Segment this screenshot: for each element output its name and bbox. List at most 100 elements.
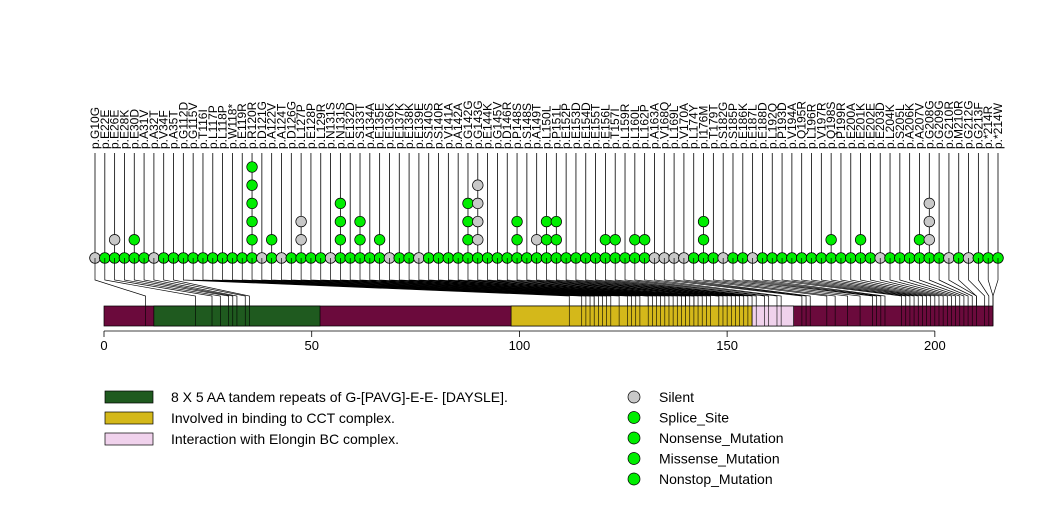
mutation-label: p.E136K (382, 103, 396, 149)
mutation-labels: p.G10Gp.E22Ep.E26Ep.E28Kp.E30Dp.A31Vp.A3… (88, 100, 1005, 149)
position-connector (585, 258, 745, 306)
mutation-label: p.A163A (647, 103, 661, 149)
mutation-marker (511, 234, 523, 246)
mutation-label: p.E28K (117, 110, 131, 149)
position-connector (281, 258, 620, 306)
mutation-label: p.A134A (363, 103, 377, 149)
mutation-label: p.E119R (235, 103, 249, 149)
mutation-label: p.E128P (304, 103, 318, 149)
domain-legend-label: 8 X 5 AA tandem repeats of G-[PAVG]-E-E-… (171, 389, 508, 405)
position-connector (968, 258, 986, 306)
mutation-label: p.E22E (98, 110, 112, 149)
mutation-label: p.G212G (962, 100, 976, 149)
mutation-marker (540, 234, 553, 246)
mutation-label: p.T179T (706, 104, 720, 149)
mutation-label: p.G10G (88, 107, 102, 149)
position-connector (173, 258, 250, 306)
position-connector (703, 258, 836, 306)
mutation-label: p.S148S (520, 103, 534, 149)
mutation-label: p.P151L (549, 104, 563, 149)
mutation-marker (825, 234, 837, 246)
mutation-label: p.G145V (490, 102, 504, 149)
mutation-label: p.E188D (755, 102, 769, 149)
position-connector (104, 258, 196, 306)
mutation-marker (246, 215, 258, 228)
position-connector (447, 258, 691, 306)
mutation-label: p.S140S (422, 103, 436, 149)
mutation-label: p.L174Y (687, 104, 701, 149)
position-connector (958, 258, 977, 306)
mutation-label: p.V168Q (657, 102, 671, 149)
mutation-label: p.*214R (981, 105, 995, 149)
position-connector (418, 258, 682, 306)
mutation-label: p.G209G (932, 100, 946, 149)
position-connector (526, 258, 720, 306)
mutation-label: p.E137K (392, 103, 406, 149)
mutation-label: p.L127P (294, 104, 308, 149)
mutation-marker (462, 234, 474, 246)
position-connector (722, 258, 861, 306)
mutation-label: p.Q195R (795, 101, 809, 149)
position-connector (438, 258, 686, 306)
mutation-label: p.G210R (942, 101, 956, 149)
mutation-label: p.E203D (873, 102, 887, 149)
position-connector (634, 258, 770, 306)
position-connector (820, 258, 923, 306)
domain-legend-swatch (104, 432, 154, 446)
mutation-label: p.E153D (569, 102, 583, 149)
mutation-label: p.E155T (589, 103, 603, 149)
position-connector (624, 258, 765, 306)
protein-domain (751, 305, 794, 327)
silent-marker (472, 234, 484, 246)
mutation-label: p.L169L (667, 105, 681, 149)
mutation-label: p.T116I (196, 109, 210, 149)
mutation-label: p.T157I (608, 108, 622, 149)
mutation-legend-marker (627, 411, 641, 424)
position-connector (644, 258, 778, 306)
mutation-label: p.V194A (785, 103, 799, 149)
position-connector (163, 258, 246, 306)
mutation-label: p.L159R (618, 103, 632, 149)
mutation-label: p.S182G (716, 102, 730, 149)
mutation-label: p.W118* (225, 104, 239, 149)
mutation-marker (462, 215, 474, 228)
position-connector (732, 258, 873, 306)
mutation-label: p.L204K (883, 104, 897, 149)
silent-marker (531, 234, 543, 246)
position-connector (565, 258, 736, 306)
domain-legend-swatch (104, 390, 154, 404)
position-connector (830, 258, 927, 306)
domain-legend-label: Interaction with Elongin BC complex. (171, 431, 399, 447)
mutation-marker (354, 215, 366, 228)
mutation-label: p.E154D (579, 102, 593, 149)
position-connector (398, 258, 674, 306)
x-tick-label: 0 (100, 338, 107, 353)
mutation-label: p.L192Q (765, 103, 779, 149)
position-connector (683, 258, 811, 306)
mutation-marker (354, 234, 366, 246)
mutation-label: p.A149T (530, 103, 544, 149)
mutation-label: p.A206K (903, 103, 917, 149)
mutation-label: p.E200A (844, 103, 858, 149)
mutation-legend-label: Missense_Mutation (659, 451, 780, 467)
mutation-marker (697, 234, 710, 246)
mutation-label: p.L150L (540, 105, 554, 149)
mutation-label: p.P199R (834, 102, 848, 149)
silent-marker (472, 197, 484, 210)
mutation-legend-marker (627, 390, 641, 404)
position-connector (752, 258, 882, 306)
mutation-stems (89, 153, 1004, 264)
mutation-label: p.E187L (746, 104, 760, 149)
mutation-label: p.N131S (333, 102, 347, 149)
position-connector (408, 258, 678, 306)
mutation-marker (128, 234, 140, 246)
position-connector (614, 258, 757, 306)
position-connector (879, 258, 948, 306)
mutation-label: p.D146R (500, 101, 514, 149)
position-connector (379, 258, 666, 306)
mutation-label: p.E139E (412, 103, 426, 149)
position-connector (654, 258, 782, 306)
mutation-legend-marker (627, 431, 641, 445)
position-connector (182, 258, 570, 306)
